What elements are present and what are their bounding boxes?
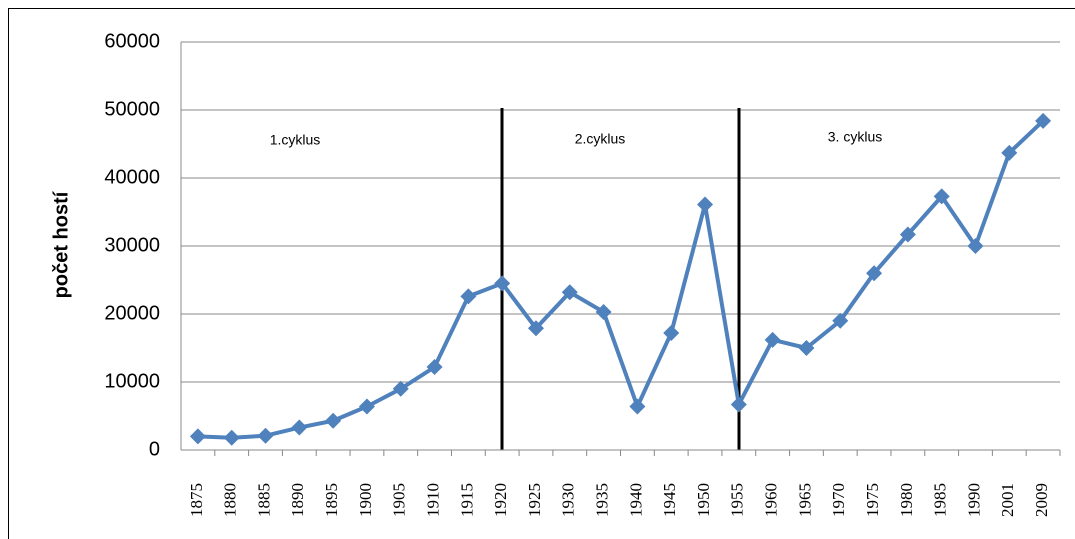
marker: [325, 412, 342, 429]
marker: [832, 312, 849, 329]
marker: [494, 275, 511, 292]
marker: [663, 325, 680, 342]
annotation: 3. cyklus: [828, 129, 882, 145]
marker: [460, 288, 477, 305]
marker: [392, 380, 409, 397]
y-tick-label: 40000: [104, 166, 160, 188]
x-tick-label: 1885: [254, 483, 273, 517]
marker: [426, 359, 443, 376]
marker: [1001, 144, 1018, 161]
x-tick-label: 1905: [390, 483, 409, 517]
marker: [899, 226, 916, 243]
x-tick-label: 1970: [829, 483, 848, 517]
x-tick-label: 1920: [491, 483, 510, 517]
marker: [730, 396, 747, 413]
x-tick-label: 1915: [457, 483, 476, 517]
x-tick-label: 1975: [863, 483, 882, 517]
grid: [181, 41, 1060, 451]
x-tick-label: 1900: [356, 483, 375, 517]
annotation: 1.cyklus: [270, 132, 321, 148]
x-tick-label: 1985: [931, 483, 950, 517]
marker: [189, 428, 206, 445]
marker: [1035, 112, 1052, 129]
y-tick-label: 10000: [104, 370, 160, 392]
x-tick-label: 1875: [187, 483, 206, 517]
x-tick-label: 1910: [423, 483, 442, 517]
x-tick-label: 1955: [728, 483, 747, 517]
marker: [527, 320, 544, 337]
y-tick-label: 60000: [104, 30, 160, 52]
x-tick-label: 1990: [964, 483, 983, 517]
x-tick-label: 1980: [897, 483, 916, 517]
annotation: 2.cyklus: [575, 131, 626, 147]
marker: [933, 188, 950, 205]
y-tick-label: 0: [149, 438, 160, 460]
x-tick-label: 2001: [998, 483, 1017, 517]
x-tick-label: 1890: [288, 483, 307, 517]
marker: [866, 265, 883, 282]
x-tick-label: 1880: [221, 483, 240, 517]
y-tick-label: 30000: [104, 234, 160, 256]
marker: [629, 398, 646, 415]
y-tick-label: 20000: [104, 302, 160, 324]
marker: [358, 398, 375, 415]
marker: [291, 419, 308, 436]
marker: [967, 238, 984, 254]
marker: [798, 340, 815, 356]
x-tick-label: 1895: [322, 483, 341, 517]
x-tick-label: 1925: [525, 483, 544, 517]
marker: [697, 196, 714, 213]
x-tick-label: 2009: [1032, 483, 1051, 517]
x-tick-label: 1935: [593, 483, 612, 517]
x-tick-label: 1945: [660, 483, 679, 517]
x-tick-label: 1940: [626, 483, 645, 517]
x-tick-label: 1950: [694, 483, 713, 517]
marker: [223, 429, 240, 446]
y-axis-label: počet hostí: [50, 190, 72, 298]
marker: [257, 427, 274, 444]
series-line: [197, 119, 1045, 440]
chart-frame: [8, 8, 1075, 539]
x-tick-label: 1960: [762, 483, 781, 517]
marker: [764, 331, 781, 348]
marker: [595, 303, 612, 320]
marker: [561, 284, 578, 301]
y-tick-label: 50000: [104, 98, 160, 120]
x-tick-label: 1930: [559, 483, 578, 517]
x-tick-label: 1965: [795, 483, 814, 517]
